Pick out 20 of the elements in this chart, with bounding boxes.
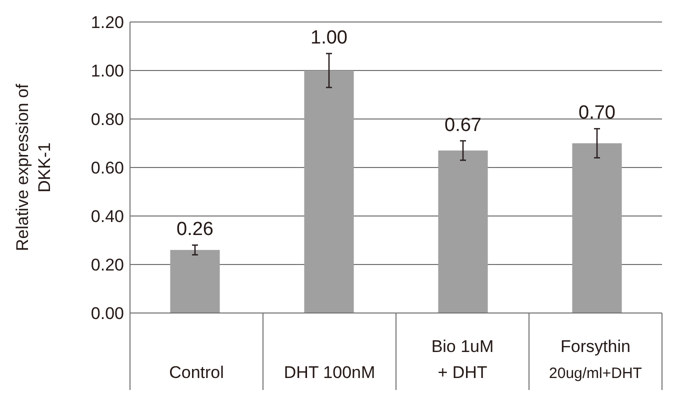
y-tick-label: 1.00 [90, 61, 124, 80]
y-tick-label: 0.60 [90, 158, 124, 178]
y-tick-label: 1.20 [90, 12, 124, 32]
x-tick-label: Forsythin 20ug/ml+DHT [549, 337, 642, 382]
x-tick-label: Bio 1uM + DHT [431, 337, 494, 382]
bar [304, 70, 354, 313]
data-label: 0.26 [176, 219, 214, 240]
data-label: 1.00 [310, 28, 348, 49]
data-label: 0.67 [444, 114, 482, 136]
y-tick-label: 0.80 [90, 110, 124, 129]
y-axis-title: Relative expression of DKK-1 [13, 84, 54, 252]
y-tick-label: 0.40 [90, 206, 124, 226]
x-tick-label: Control [169, 363, 224, 382]
data-label: 0.70 [578, 102, 616, 124]
y-tick-label: 0.20 [90, 255, 124, 274]
bar [572, 143, 622, 313]
bar [170, 250, 220, 313]
y-tick-label: 0.00 [90, 304, 124, 323]
bar [438, 150, 488, 313]
x-tick-label: DHT 100nM [284, 363, 376, 382]
